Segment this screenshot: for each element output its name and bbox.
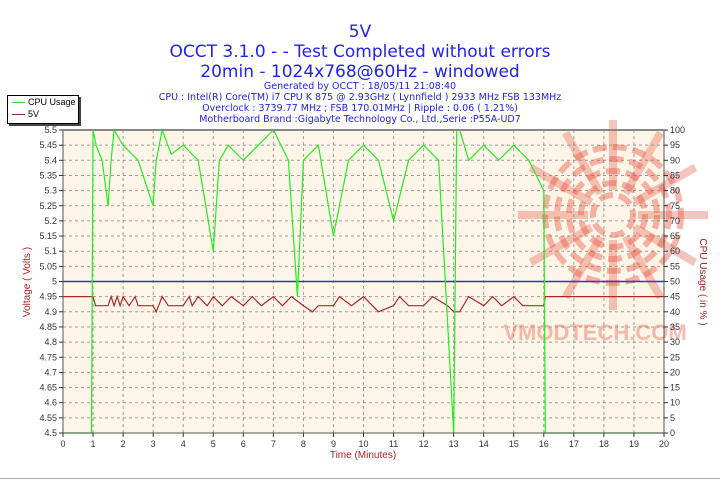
axes: 0 1 2 3 4 5 6 7 8 9 10 11 12 13 14 15 16 17 18 19 205.55.455… — [39, 125, 685, 449]
x-tick-label: 11 — [389, 439, 398, 449]
y-tick-label: 4.7 — [44, 367, 57, 377]
y2-tick-label: 95 — [670, 140, 680, 150]
chart-subtitle-2: 20min - 1024x768@60Hz - windowed — [200, 62, 520, 82]
y-tick-label: 5.2 — [44, 216, 57, 226]
y2-tick-label: 75 — [670, 201, 680, 211]
y-tick-label: 5.35 — [39, 170, 57, 180]
legend-item-5v: 5V — [8, 108, 78, 120]
x-tick-label: 17 — [569, 439, 579, 449]
x-tick-label: 9 — [331, 439, 336, 449]
y2-axis-label: CPU Usage ( in % ) — [697, 238, 708, 325]
series-5v — [63, 294, 664, 314]
y2-tick-label: 60 — [670, 246, 680, 256]
legend-label-5v: 5V — [28, 109, 40, 119]
data-series — [63, 127, 664, 434]
chart-title-block: 5V OCCT 3.1.0 - - Test Completed without… — [0, 22, 720, 82]
x-tick-label: 16 — [539, 439, 549, 449]
legend-swatch-cpu — [12, 102, 25, 103]
watermark-text: VMODTECH.COM — [503, 320, 686, 345]
y-tick-label: 5.45 — [39, 140, 57, 150]
x-tick-label: 18 — [599, 439, 609, 449]
x-tick-label: 14 — [479, 439, 489, 449]
y2-tick-label: 90 — [670, 155, 680, 165]
y-tick-label: 5.5 — [44, 125, 57, 135]
chart-subtitle-1: OCCT 3.1.0 - - Test Completed without er… — [169, 42, 551, 62]
generated-info: Generated by OCCT : 18/05/11 21:08:40 — [263, 81, 457, 92]
x-tick-label: 0 — [60, 439, 65, 449]
x-tick-label: 2 — [121, 439, 126, 449]
y2-tick-label: 45 — [670, 292, 680, 302]
x-tick-label: 10 — [358, 439, 368, 449]
system-info: Generated by OCCT : 18/05/11 21:08:40 CP… — [0, 81, 720, 125]
x-tick-label: 3 — [151, 439, 156, 449]
y-axis-label: Voltage ( Volts ) — [22, 247, 33, 317]
y-tick-label: 4.95 — [39, 292, 57, 302]
y2-tick-label: 30 — [670, 337, 680, 347]
y2-tick-label: 20 — [670, 367, 680, 377]
y-tick-label: 4.8 — [44, 337, 57, 347]
y2-tick-label: 0 — [670, 428, 675, 438]
y-tick-label: 4.55 — [39, 413, 57, 423]
y2-tick-label: 100 — [670, 125, 685, 135]
x-tick-label: 1 — [91, 439, 96, 449]
y-tick-label: 4.9 — [44, 307, 57, 317]
chart-title: 5V — [348, 22, 372, 42]
legend-swatch-5v — [12, 114, 25, 115]
x-tick-label: 4 — [181, 439, 186, 449]
x-tick-label: 5 — [211, 439, 216, 449]
y-tick-label: 4.6 — [44, 398, 57, 408]
y2-tick-label: 80 — [670, 186, 680, 196]
y-tick-label: 5 — [52, 277, 57, 287]
y-tick-label: 4.65 — [39, 383, 57, 393]
x-tick-label: 19 — [629, 439, 639, 449]
y2-tick-label: 15 — [670, 383, 680, 393]
x-tick-label: 15 — [509, 439, 519, 449]
y-tick-label: 5.4 — [44, 155, 57, 165]
y2-tick-label: 70 — [670, 216, 680, 226]
y2-tick-label: 10 — [670, 398, 680, 408]
x-tick-label: 8 — [301, 439, 306, 449]
y2-tick-label: 25 — [670, 352, 680, 362]
x-tick-label: 20 — [659, 439, 669, 449]
watermark-overlay: VMODTECH.COM — [503, 120, 708, 345]
y2-tick-label: 50 — [670, 277, 680, 287]
y-tick-label: 5.05 — [39, 261, 57, 271]
x-tick-label: 12 — [419, 439, 429, 449]
y-tick-label: 4.75 — [39, 352, 57, 362]
y-tick-label: 5.1 — [44, 246, 57, 256]
legend-item-cpu: CPU Usage — [8, 96, 78, 108]
x-tick-label: 7 — [271, 439, 276, 449]
y2-tick-label: 35 — [670, 322, 680, 332]
x-tick-label: 13 — [449, 439, 459, 449]
chart-legend: CPU Usage 5V — [7, 95, 79, 124]
y-tick-label: 4.85 — [39, 322, 57, 332]
x-axis-label: Time (Minutes) — [330, 450, 396, 461]
y2-tick-label: 40 — [670, 307, 680, 317]
y2-tick-label: 65 — [670, 231, 680, 241]
y-tick-label: 5.3 — [44, 186, 57, 196]
y-tick-label: 5.15 — [39, 231, 57, 241]
y2-tick-label: 5 — [670, 413, 675, 423]
y-tick-label: 4.5 — [44, 428, 57, 438]
legend-label-cpu: CPU Usage — [28, 97, 76, 107]
y2-tick-label: 85 — [670, 170, 680, 180]
x-tick-label: 6 — [241, 439, 246, 449]
series-cpu-usage — [63, 127, 664, 434]
cpu-info: CPU : Intel(R) Core(TM) i7 CPU K 875 @ 2… — [158, 92, 562, 103]
footer-divider — [0, 478, 720, 479]
motherboard-info: Motherboard Brand :Gigabyte Technology C… — [199, 114, 521, 125]
y-tick-label: 5.25 — [39, 201, 57, 211]
overclock-info: Overclock : 3739.77 MHz ; FSB 170.01MHz … — [202, 103, 518, 114]
y2-tick-label: 55 — [670, 261, 680, 271]
